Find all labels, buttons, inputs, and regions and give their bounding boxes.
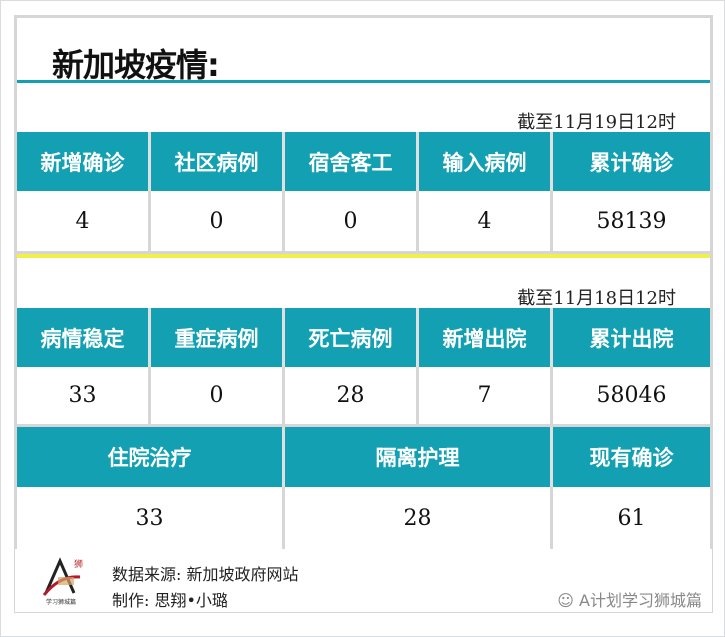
header-cell: 重症病例 xyxy=(151,308,285,367)
watermark-text: A计划学习狮城篇 xyxy=(579,591,702,610)
value-cell: 0 xyxy=(151,367,285,427)
date-2: 截至11月18日12时 xyxy=(517,288,676,309)
author: 制作: 思翔•小璐 xyxy=(112,591,228,610)
value-cell: 58046 xyxy=(553,367,710,427)
header-cell: 累计确诊 xyxy=(553,132,710,191)
footer: 狮 学习狮城篇 数据来源: 新加坡政府网站 制作: 思翔•小璐 ☺ A计划学习狮… xyxy=(14,549,713,613)
header-cell: 住院治疗 xyxy=(17,427,285,487)
logo-text: 学习狮城篇 xyxy=(46,598,76,606)
value-row-3: 33 28 61 xyxy=(17,487,710,549)
value-cell: 61 xyxy=(553,487,710,549)
header-cell: 死亡病例 xyxy=(285,308,419,367)
header-cell: 输入病例 xyxy=(419,132,553,191)
value-row-1: 4 0 0 4 58139 xyxy=(17,191,710,254)
watermark: ☺ A计划学习狮城篇 xyxy=(557,587,702,611)
header-row-1: 新增确诊 社区病例 宿舍客工 输入病例 累计确诊 xyxy=(17,132,710,191)
value-cell: 58139 xyxy=(553,191,710,254)
date-1: 截至11月19日12时 xyxy=(517,112,676,133)
header-cell: 社区病例 xyxy=(151,132,285,191)
page-title: 新加坡疫情: xyxy=(52,46,220,84)
value-cell: 28 xyxy=(285,487,553,549)
header-row-3: 住院治疗 隔离护理 现有确诊 xyxy=(17,427,710,487)
value-cell: 7 xyxy=(419,367,553,427)
wechat-icon: ☺ xyxy=(557,591,580,610)
header-row-2: 病情稳定 重症病例 死亡病例 新增出院 累计出院 xyxy=(17,308,710,367)
value-cell: 33 xyxy=(17,487,285,549)
value-cell: 4 xyxy=(419,191,553,254)
value-cell: 28 xyxy=(285,367,419,427)
value-cell: 33 xyxy=(17,367,151,427)
header-cell: 宿舍客工 xyxy=(285,132,419,191)
stats-frame: 新加坡疫情: 截至11月19日12时 新增确诊 社区病例 宿舍客工 输入病例 累… xyxy=(14,15,713,549)
title-rule xyxy=(17,80,710,83)
value-cell: 0 xyxy=(151,191,285,254)
value-row-2: 33 0 28 7 58046 xyxy=(17,367,710,427)
header-cell: 隔离护理 xyxy=(285,427,553,487)
header-cell: 累计出院 xyxy=(553,308,710,367)
header-cell: 现有确诊 xyxy=(553,427,710,487)
section-divider xyxy=(17,254,710,258)
header-cell: 新增确诊 xyxy=(17,132,151,191)
logo-icon: 狮 学习狮城篇 xyxy=(42,557,83,606)
value-cell: 0 xyxy=(285,191,419,254)
header-cell: 病情稳定 xyxy=(17,308,151,367)
header-cell: 新增出院 xyxy=(419,308,553,367)
svg-text:狮: 狮 xyxy=(74,559,83,570)
data-source: 数据来源: 新加坡政府网站 xyxy=(112,565,299,584)
value-cell: 4 xyxy=(17,191,151,254)
